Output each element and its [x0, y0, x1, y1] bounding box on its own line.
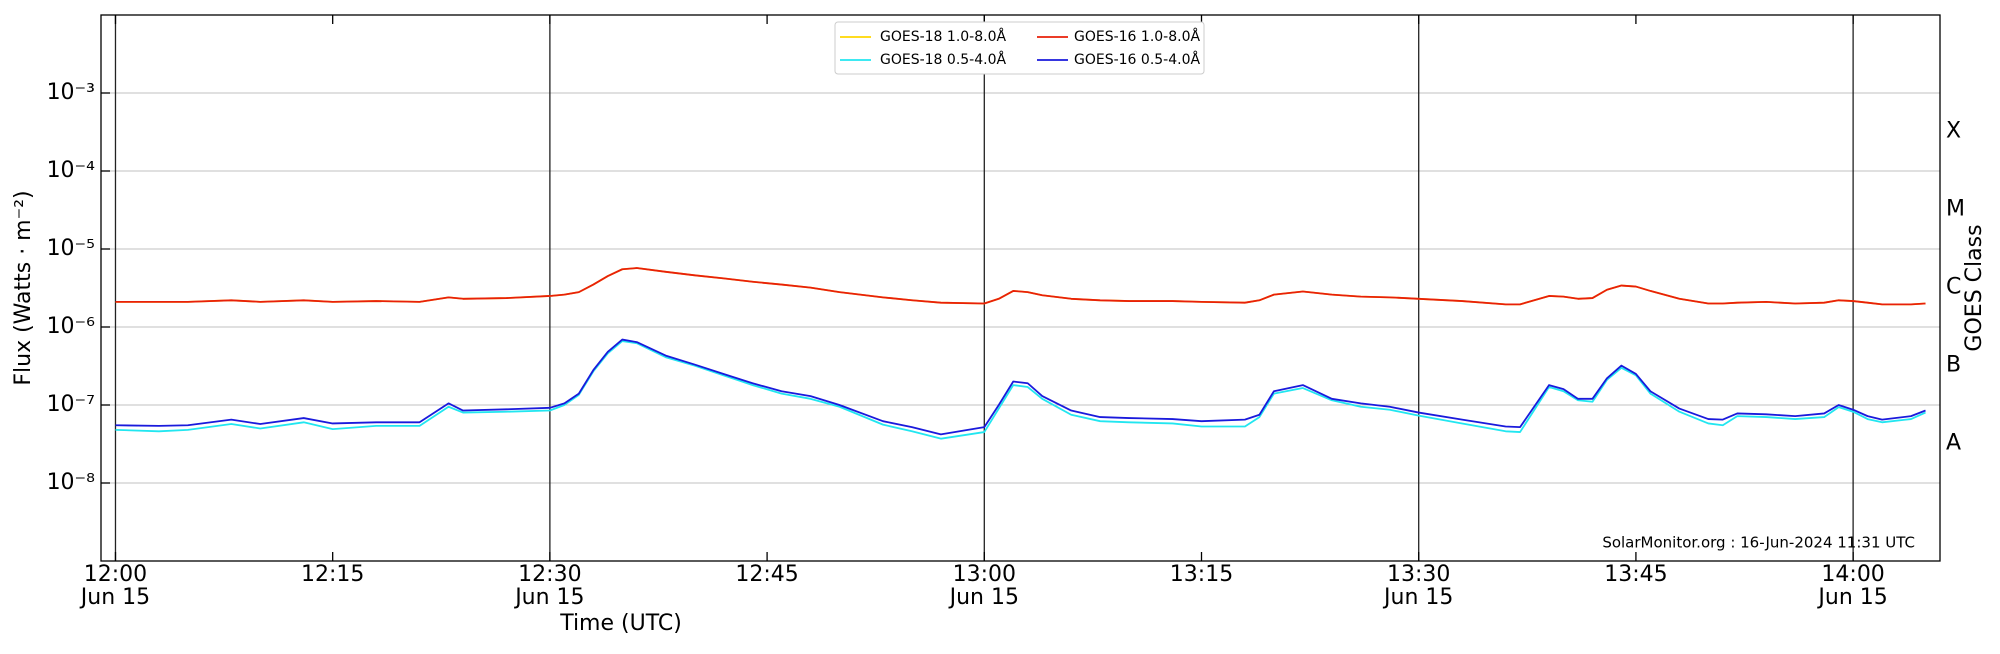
legend-box	[834, 21, 1205, 75]
x-tick-label: 13:00	[953, 562, 1016, 587]
y-tick-label: 10⁻⁸	[47, 470, 96, 495]
x-tick-label: 12:15	[301, 562, 364, 587]
x-tick-label: 12:00	[84, 562, 147, 587]
legend-label: GOES-18 0.5-4.0Å	[880, 51, 1006, 68]
x-tick-sublabel: Jun 15	[948, 585, 1019, 610]
plot-frame	[100, 14, 1941, 562]
x-tick-label: 13:15	[1170, 562, 1233, 587]
y2-tick-label: M	[1946, 197, 1965, 222]
x-tick-label: 13:30	[1387, 562, 1450, 587]
y-tick-label: 10⁻⁷	[47, 392, 95, 417]
series-line	[115, 267, 1926, 306]
y-tick-label: 10⁻⁴	[47, 158, 96, 183]
x-tick-sublabel: Jun 15	[1816, 585, 1887, 610]
x-axis-label: Time (UTC)	[559, 611, 682, 636]
y2-tick-label: B	[1946, 353, 1961, 378]
x-tick-label: 12:30	[518, 562, 581, 587]
x-tick-sublabel: Jun 15	[513, 585, 584, 610]
y2-tick-label: A	[1946, 431, 1961, 456]
y2-tick-label: X	[1946, 119, 1961, 144]
x-tick-sublabel: Jun 15	[79, 585, 150, 610]
series-line	[115, 340, 1926, 440]
y2-axis-label: GOES Class	[1962, 224, 1987, 351]
series-line	[115, 338, 1926, 436]
lines	[115, 267, 1926, 440]
x-tick-label: 14:00	[1821, 562, 1884, 587]
legend-label: GOES-16 0.5-4.0Å	[1074, 51, 1200, 68]
legend-label: GOES-18 1.0-8.0Å	[880, 28, 1006, 45]
legend-label: GOES-16 1.0-8.0Å	[1074, 28, 1200, 45]
legend: GOES-18 1.0-8.0Å GOES-16 1.0-8.0Å GOES-18 …	[834, 21, 1205, 75]
y-tick-label: 10⁻³	[47, 80, 95, 105]
y-axis-label: Flux (Watts · m⁻²)	[11, 190, 36, 385]
grid	[101, 15, 1940, 561]
y2-tick-label: C	[1946, 275, 1961, 300]
annotation: SolarMonitor.org : 16-Jun-2024 11:31 UTC	[1602, 534, 1915, 552]
x-tick-label: 12:45	[735, 562, 798, 587]
x-tick-label: 13:45	[1604, 562, 1667, 587]
x-tick-sublabel: Jun 15	[1382, 585, 1453, 610]
y-tick-label: 10⁻⁶	[47, 314, 96, 339]
y-tick-label: 10⁻⁵	[47, 236, 95, 261]
